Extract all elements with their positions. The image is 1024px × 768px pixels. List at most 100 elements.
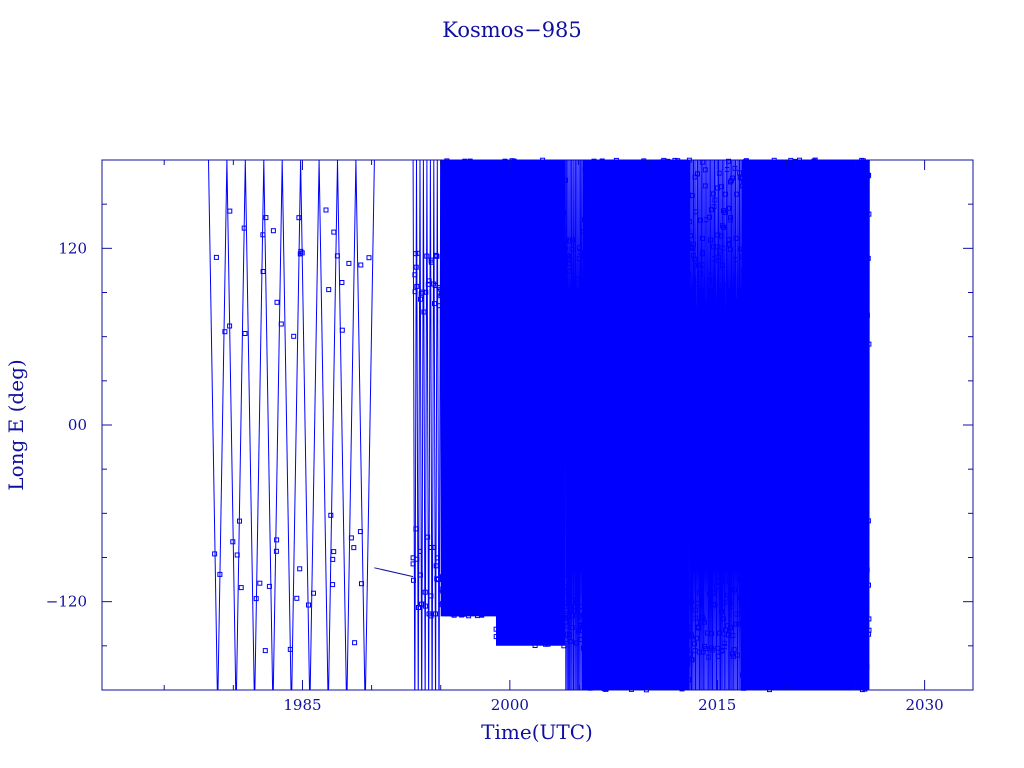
data-point [818,586,824,592]
data-point [452,246,458,252]
data-point [771,670,777,676]
data-point [775,217,781,223]
data-point [803,639,809,645]
data-point [523,290,529,296]
data-point [754,331,760,337]
data-point [582,661,588,667]
data-point [442,220,448,226]
data-point [728,598,734,604]
data-point [863,594,869,600]
data-point [767,602,773,608]
data-point [526,218,532,224]
data-point [652,678,658,684]
data-point [814,302,820,308]
data-point [832,167,838,173]
data-point [843,662,849,668]
data-point [666,281,672,287]
data-point [529,211,535,217]
data-point [555,608,561,614]
data-point [653,658,659,664]
data-point [766,302,772,307]
data-point [824,194,830,199]
data-point [850,264,855,270]
data-point [534,575,539,581]
x-tick-label: 2030 [906,696,944,714]
data-point [862,306,868,312]
data-point [765,682,771,688]
data-point [785,669,791,675]
data-point [352,640,358,646]
data-point [667,675,673,681]
data-point [580,229,586,235]
data-point [853,652,859,658]
data-point [674,278,680,284]
data-point [681,318,687,324]
data-point [623,205,629,211]
data-point [524,299,530,305]
data-point [810,598,816,604]
data-point [817,532,823,538]
data-point [825,160,831,166]
data-point [612,598,618,604]
data-point [756,620,762,626]
data-point [461,596,467,602]
data-point [538,308,544,314]
data-point [499,191,505,197]
data-point [600,552,606,558]
data-point [654,193,660,199]
data-point [525,608,531,614]
data-point [679,302,685,308]
data-point [526,166,532,172]
y-tick-label: −120 [46,593,87,611]
data-point [743,248,749,254]
data-point [595,585,601,590]
data-point [850,570,856,576]
data-point [238,585,244,591]
data-point [724,563,730,569]
data-point [680,657,685,663]
data-point [819,223,825,228]
data-point [659,328,665,334]
data-point [590,333,596,338]
data-point [783,298,789,304]
data-point [592,683,598,689]
data-point [750,224,756,230]
data-point [846,609,852,615]
data-point [805,612,811,618]
data-point [798,169,804,175]
data-point [584,676,590,682]
data-point [667,605,672,611]
data-point [640,610,646,616]
data-point [642,638,648,643]
data-point [676,669,682,674]
data-point [858,590,864,596]
data-point [589,517,595,523]
data-point [864,312,870,318]
data-point [821,206,827,212]
data-point [554,605,560,611]
data-point [671,302,677,308]
data-point [595,542,600,548]
data-point [589,580,595,586]
data-point [821,642,827,648]
data-point [831,630,837,636]
data-point [844,630,850,635]
data-point [569,246,575,252]
data-point [626,194,631,200]
data-point [263,215,269,221]
data-point [787,662,792,668]
data-point [508,635,514,641]
data-point [674,163,680,169]
data-point [551,301,557,307]
data-point [567,638,573,644]
data-point [692,615,698,621]
data-point [591,158,597,164]
data-point [793,597,799,603]
data-point [533,314,538,320]
data-point [597,203,603,208]
data-point [606,633,612,639]
data-point [690,532,696,538]
data-point [850,220,856,226]
data-point [412,272,418,278]
data-point [795,186,801,192]
